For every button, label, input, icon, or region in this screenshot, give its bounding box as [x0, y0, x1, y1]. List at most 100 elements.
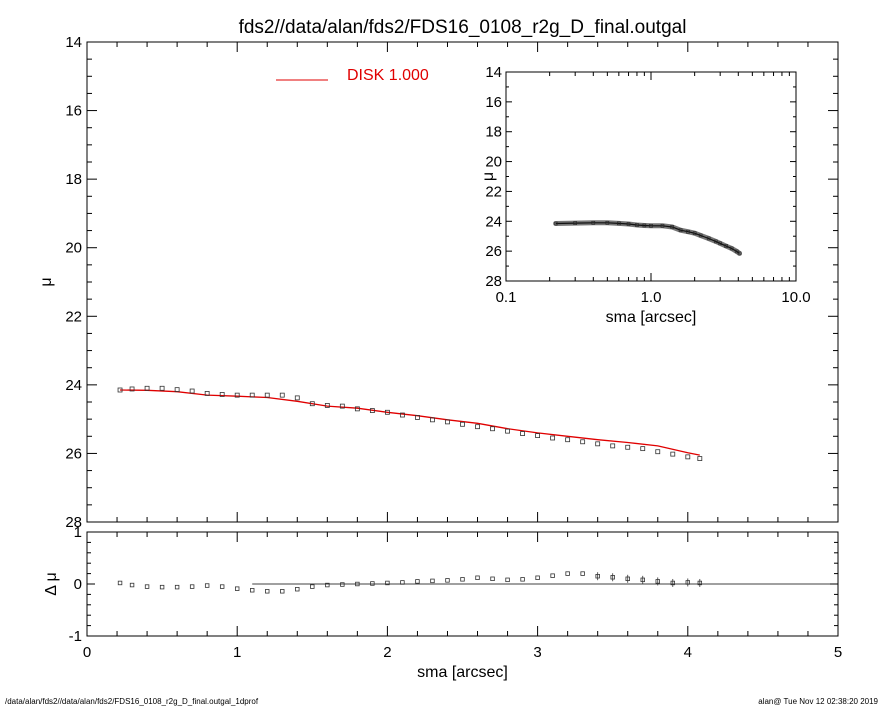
data-point [415, 415, 420, 420]
residual-point [129, 582, 135, 588]
main-ytick-label: 28 [65, 514, 82, 531]
residual-point [535, 575, 540, 580]
data-point [324, 403, 330, 408]
residual-point [625, 576, 630, 581]
data-point [204, 391, 210, 396]
residual-point [580, 571, 585, 576]
inset-plot-frame [505, 71, 797, 282]
data-point [670, 451, 676, 457]
data-point [384, 409, 390, 415]
inset-ytick-label: 20 [485, 154, 502, 171]
data-point [264, 392, 270, 398]
residual-point [370, 581, 375, 586]
residual-point [460, 577, 465, 582]
main-ytick-label: 26 [65, 445, 82, 462]
residual-xtick-label: 4 [684, 644, 692, 661]
residual-xtick-label: 0 [83, 644, 91, 661]
residual-point [595, 574, 600, 579]
legend-label: DISK 1.000 [347, 67, 429, 84]
data-point [294, 395, 300, 401]
inset-data-point [729, 246, 734, 251]
data-point [309, 401, 315, 407]
data-point [685, 454, 691, 460]
residual-point [550, 573, 555, 578]
data-point [249, 392, 255, 398]
residual-point [310, 584, 315, 589]
residual-xtick-label: 1 [233, 644, 241, 661]
chart-title: fds2//data/alan/fds2/FDS16_0108_r2g_D_fi… [239, 17, 687, 38]
model-line [119, 389, 700, 456]
residual-point [610, 575, 615, 580]
inset-data-point [706, 236, 711, 241]
inset-data-point [714, 239, 718, 244]
data-point [655, 449, 661, 455]
data-point [144, 385, 150, 391]
residual-point [445, 578, 450, 583]
inset-data-point [698, 233, 703, 238]
inset-ytick-label: 24 [485, 213, 502, 230]
inset-data-point [692, 231, 697, 236]
residual-point [490, 576, 495, 581]
residual-point [265, 589, 270, 594]
inset-data-point [605, 220, 610, 225]
residual-ytick-label: 0 [74, 576, 82, 593]
inset-data-point [635, 223, 639, 227]
residual-point [685, 580, 690, 585]
inset-data-point [718, 241, 722, 246]
data-point [490, 426, 495, 432]
residual-point [234, 586, 240, 591]
residual-point [295, 587, 300, 592]
main-ytick-label: 14 [65, 34, 82, 51]
residual-point [250, 588, 255, 593]
data-point [400, 412, 405, 418]
residual-point [520, 577, 525, 582]
data-point [505, 428, 510, 434]
data-point [475, 424, 480, 430]
data-point [339, 403, 345, 409]
data-point [535, 433, 540, 439]
data-point [610, 443, 616, 449]
data-point [117, 387, 123, 393]
inset-data-point [553, 221, 558, 226]
main-panel: fds2//data/alan/fds2/FDS16_0108_r2g_D_fi… [38, 17, 839, 531]
residual-point [280, 589, 285, 594]
residual-point [400, 580, 405, 585]
data-point [460, 421, 465, 427]
residual-point [219, 584, 225, 589]
inset-data-point [737, 251, 742, 256]
residual-point [355, 581, 360, 587]
residual-point [204, 583, 210, 588]
inset-data-point [573, 221, 577, 225]
residual-point [189, 584, 195, 589]
residual-xtick-label: 3 [533, 644, 541, 661]
inset-data-point [660, 223, 665, 228]
inset-ytick-label: 22 [485, 183, 502, 200]
inset-panel: 14 16 18 20 22 24 26 280.1 1.0 10.0 sma [arcsec] μ [480, 64, 811, 326]
residual-ytick-label: -1 [69, 628, 82, 645]
residual-point [415, 579, 420, 584]
inset-data-point [724, 244, 728, 248]
inset-ylabel: μ [480, 172, 497, 181]
residual-ylabel: Δ μ [43, 572, 60, 595]
inset-xtick-label: 0.1 [496, 289, 517, 306]
inset-ytick-label: 16 [485, 94, 502, 111]
inset-data-point [649, 223, 653, 228]
residual-ytick-label: 1 [74, 524, 82, 541]
residual-point [670, 580, 675, 586]
main-ytick-label: 22 [65, 308, 82, 325]
data-point [550, 435, 556, 441]
data-point [354, 406, 360, 412]
residual-xtick-label: 2 [383, 644, 391, 661]
inset-ytick-label: 26 [485, 243, 502, 260]
inset-ytick-label: 28 [485, 273, 502, 290]
inset-ytick-label: 14 [485, 64, 502, 81]
residual-xtick-label: 5 [834, 644, 842, 661]
inset-ytick-label: 18 [485, 124, 502, 141]
residual-point [640, 577, 645, 583]
inset-data-point [626, 222, 631, 226]
residual-point [325, 582, 330, 588]
inset-data-point [642, 223, 647, 228]
data-point [219, 392, 225, 397]
inset-data-point [734, 249, 739, 254]
